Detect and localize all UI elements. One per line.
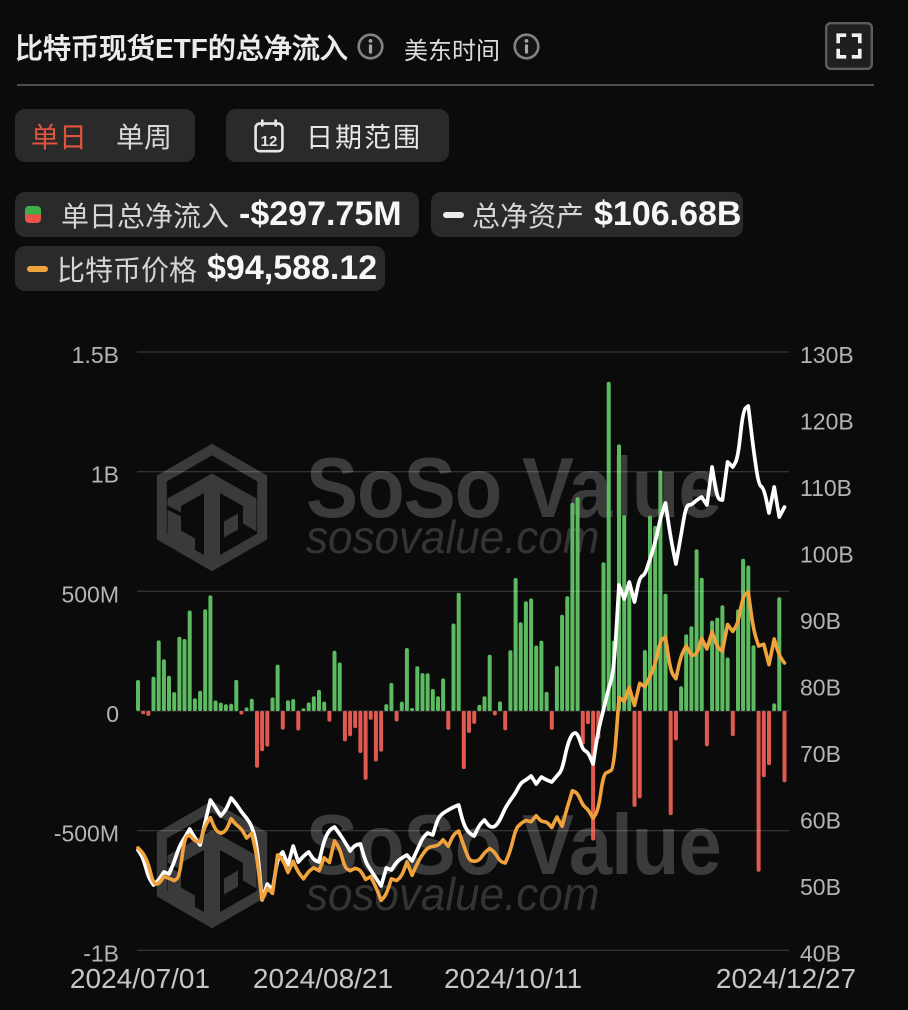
svg-text:70B: 70B <box>800 741 841 767</box>
svg-text:2024/10/11: 2024/10/11 <box>444 963 582 994</box>
svg-text:40B: 40B <box>800 940 841 966</box>
svg-text:12: 12 <box>261 133 278 150</box>
svg-text:1.5B: 1.5B <box>72 342 119 368</box>
svg-text:0: 0 <box>106 701 119 727</box>
svg-text:-500M: -500M <box>54 821 119 847</box>
svg-text:1B: 1B <box>91 462 119 488</box>
svg-text:120B: 120B <box>800 409 854 435</box>
svg-text:90B: 90B <box>800 608 841 634</box>
svg-text:-1B: -1B <box>83 940 119 966</box>
svg-text:80B: 80B <box>800 674 841 700</box>
svg-text:60B: 60B <box>800 807 841 833</box>
svg-text:SoSo Value: SoSo Value <box>306 441 721 536</box>
svg-text:2024/12/27: 2024/12/27 <box>716 963 856 994</box>
svg-text:sosovalue.com: sosovalue.com <box>306 868 599 920</box>
svg-text:50B: 50B <box>800 874 841 900</box>
svg-text:sosovalue.com: sosovalue.com <box>306 511 599 563</box>
svg-text:500M: 500M <box>61 581 119 607</box>
svg-text:130B: 130B <box>800 342 854 368</box>
svg-text:2024/08/21: 2024/08/21 <box>253 963 393 994</box>
svg-text:100B: 100B <box>800 541 854 567</box>
svg-text:2024/07/01: 2024/07/01 <box>70 963 210 994</box>
svg-text:110B: 110B <box>800 475 852 501</box>
